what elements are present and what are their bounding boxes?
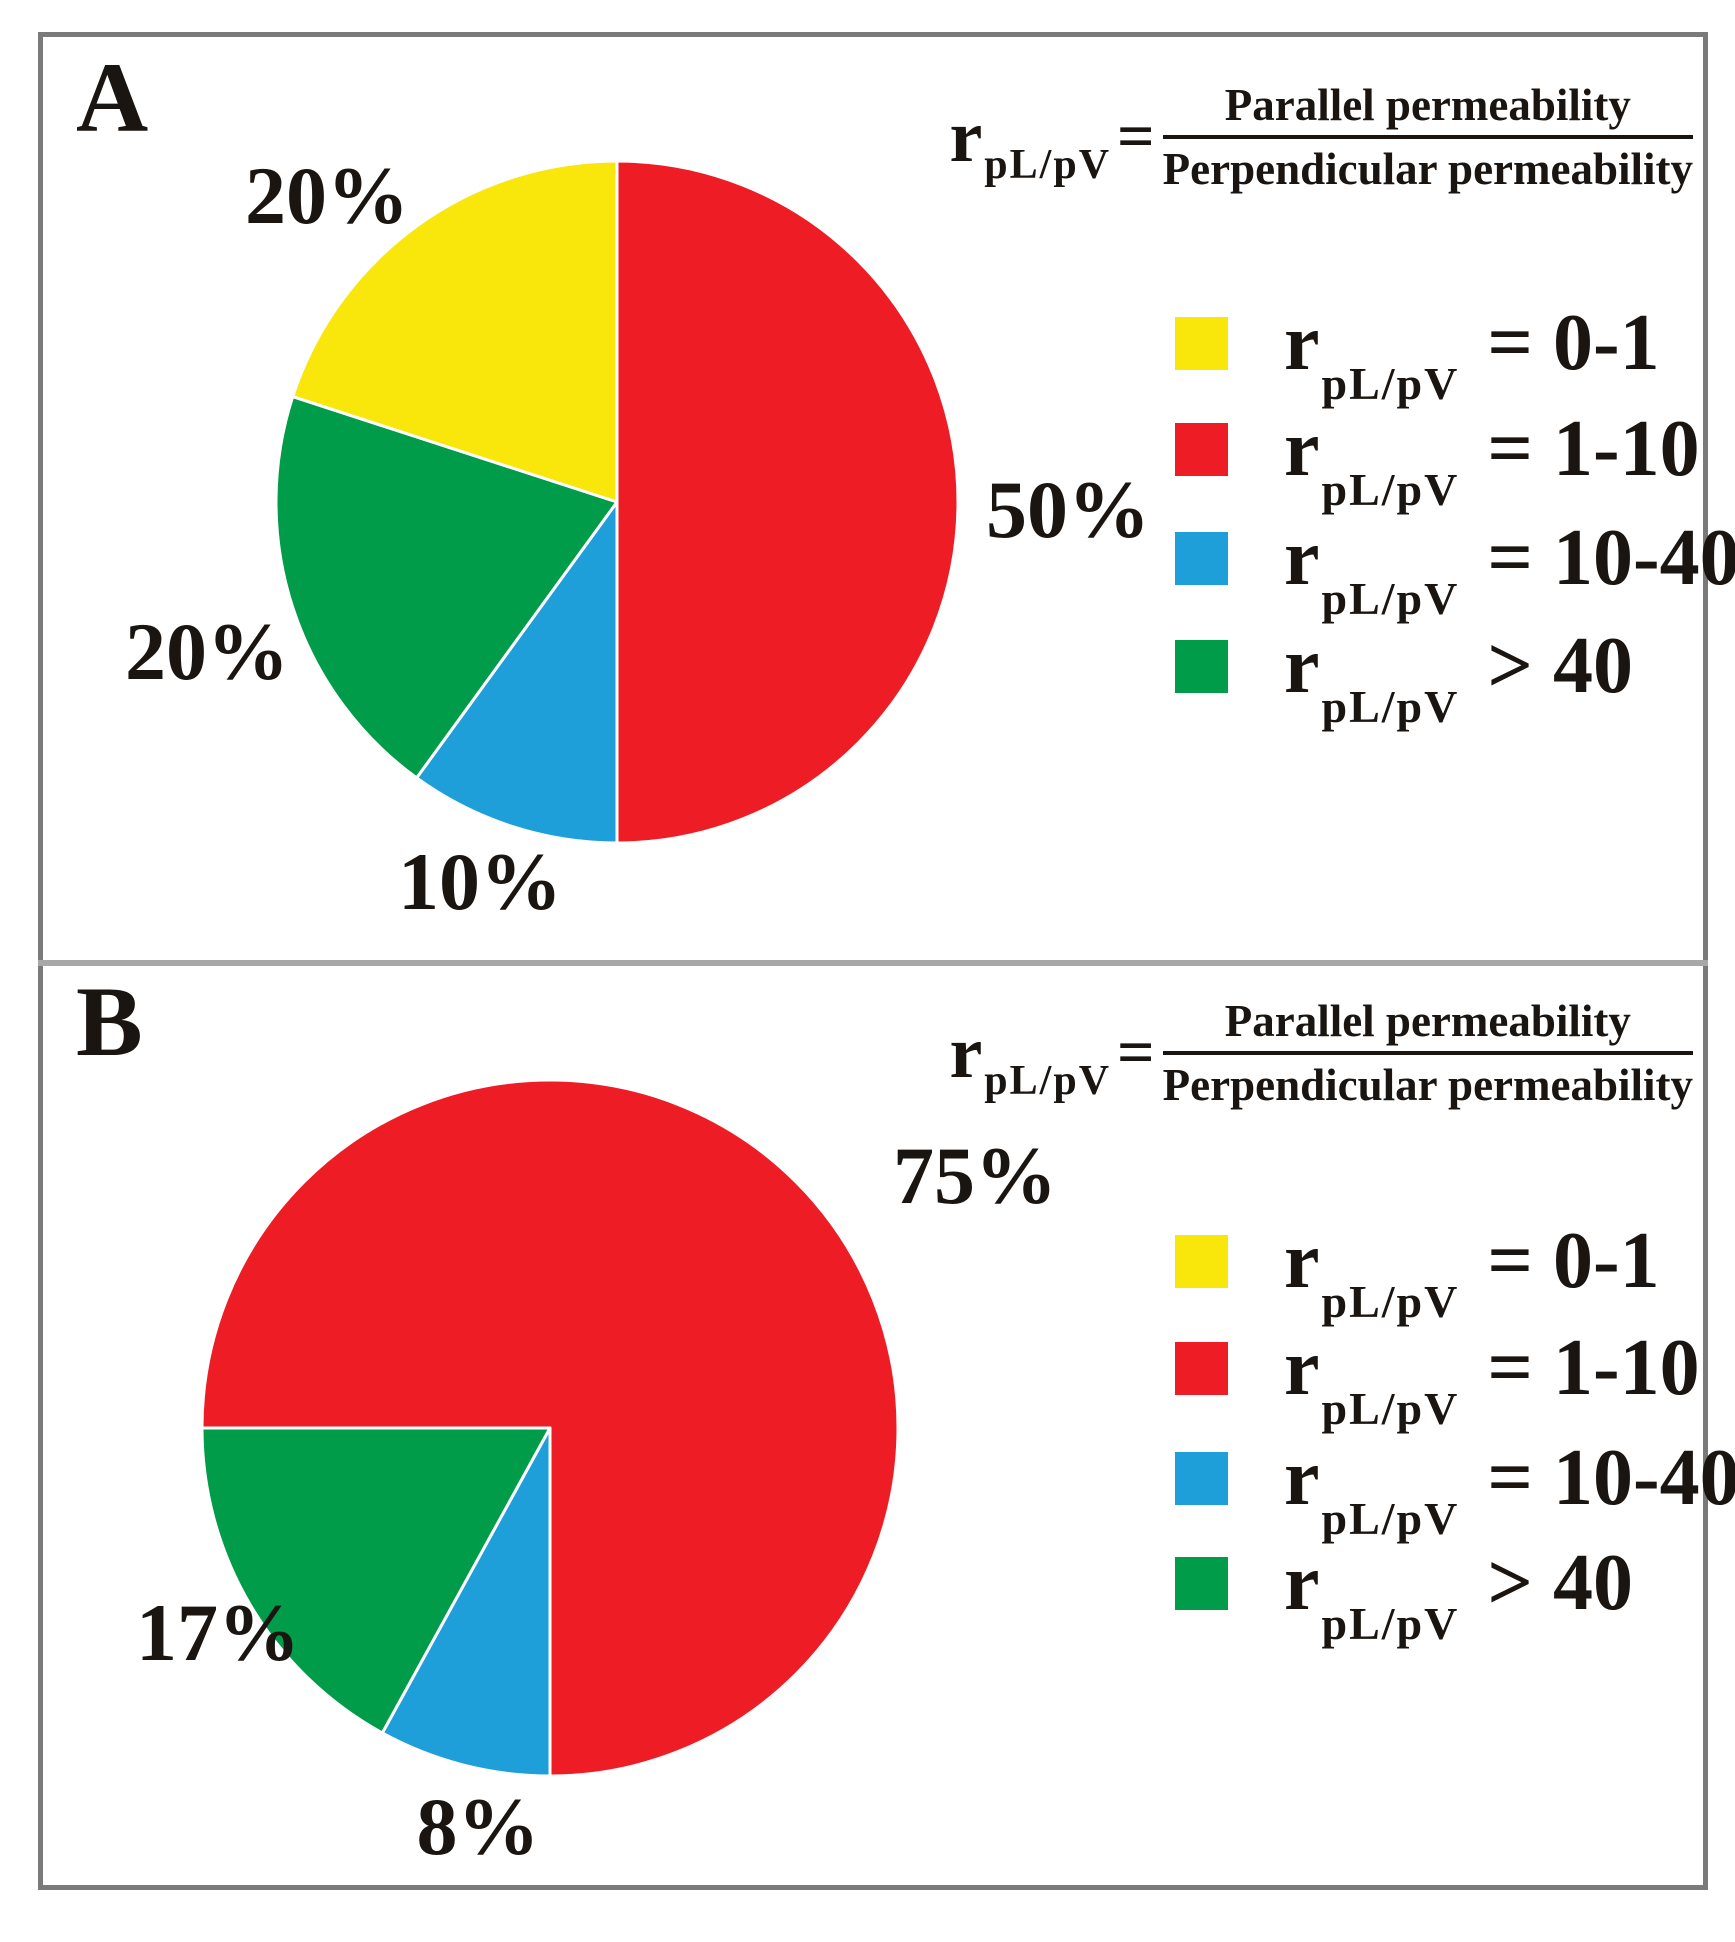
formula-fraction: Parallel permeability Perpendicular perm…	[1162, 80, 1693, 195]
percent-label-green-panel-b: 17%	[136, 1587, 300, 1678]
legend-symbol-subscript: pL/pV	[1321, 358, 1460, 409]
legend-label: rpL/pV = 0-1	[1284, 303, 1660, 409]
legend-symbol: r	[1284, 299, 1320, 387]
legend-swatch-blue	[1175, 532, 1228, 585]
legend-item-blue-panel-b: rpL/pV = 10-40	[1175, 1438, 1735, 1544]
legend-range: > 40	[1467, 1539, 1633, 1627]
pie-slice-green-panel-b	[200, 1426, 552, 1735]
legend-label: rpL/pV = 0-1	[1284, 1221, 1660, 1327]
legend-range: > 40	[1467, 622, 1633, 710]
ratio-formula-b: r pL/pV = Parallel permeability Perpendicu…	[949, 996, 1693, 1111]
legend-item-blue-panel-a: rpL/pV = 10-40	[1175, 518, 1735, 624]
legend-label: rpL/pV = 1-10	[1284, 409, 1700, 515]
pie-slice-yellow-panel-a	[291, 159, 619, 504]
legend-item-red-panel-a: rpL/pV = 1-10	[1175, 409, 1700, 515]
legend-swatch-green	[1175, 640, 1228, 693]
pie-slice-red-panel-b	[200, 1078, 900, 1778]
legend-symbol-subscript: pL/pV	[1321, 573, 1460, 624]
legend-item-green-panel-a: rpL/pV > 40	[1175, 626, 1633, 732]
legend-item-green-panel-b: rpL/pV > 40	[1175, 1543, 1633, 1649]
legend-label: rpL/pV = 10-40	[1284, 518, 1735, 624]
legend-symbol: r	[1284, 1539, 1320, 1627]
percent-label-red-panel-a: 50%	[986, 464, 1150, 555]
percent-label-blue-panel-b: 8%	[416, 1781, 540, 1872]
legend-item-yellow-panel-a: rpL/pV = 0-1	[1175, 303, 1660, 409]
legend-swatch-yellow	[1175, 1235, 1228, 1288]
legend-symbol-subscript: pL/pV	[1321, 1598, 1460, 1649]
formula-symbol: r	[949, 96, 983, 179]
formula-denominator: Perpendicular permeability	[1162, 1060, 1693, 1111]
panel-divider	[38, 960, 1708, 966]
legend-symbol: r	[1284, 622, 1320, 710]
legend-swatch-blue	[1175, 1452, 1228, 1505]
legend-range: = 10-40	[1467, 514, 1735, 602]
pie-slice-green-panel-a	[274, 395, 619, 780]
formula-subscript: pL/pV	[984, 1058, 1112, 1105]
legend-swatch-yellow	[1175, 317, 1228, 370]
pie-slice-blue-panel-b	[380, 1426, 552, 1778]
percent-label-green-panel-a: 20%	[125, 606, 289, 697]
legend-symbol-subscript: pL/pV	[1321, 1276, 1460, 1327]
legend-symbol-subscript: pL/pV	[1321, 681, 1460, 732]
legend-range: = 0-1	[1467, 1217, 1660, 1305]
pie-slice-red-panel-a	[615, 159, 960, 845]
panel-b-label: B	[76, 966, 143, 1077]
legend-swatch-green	[1175, 1557, 1228, 1610]
legend-swatch-red	[1175, 423, 1228, 476]
legend-symbol-subscript: pL/pV	[1321, 1383, 1460, 1434]
formula-numerator: Parallel permeability	[1162, 996, 1693, 1056]
ratio-formula-a: r pL/pV = Parallel permeability Perpendicu…	[949, 80, 1693, 195]
legend-symbol: r	[1284, 405, 1320, 493]
legend-range: = 1-10	[1467, 1324, 1700, 1412]
legend-symbol: r	[1284, 1217, 1320, 1305]
formula-fraction: Parallel permeability Perpendicular perm…	[1162, 996, 1693, 1111]
formula-equals: =	[1117, 100, 1155, 174]
legend-symbol: r	[1284, 1324, 1320, 1412]
legend-symbol: r	[1284, 1434, 1320, 1522]
legend-range: = 10-40	[1467, 1434, 1735, 1522]
legend-range: = 0-1	[1467, 299, 1660, 387]
percent-label-yellow-panel-a: 20%	[245, 150, 409, 241]
legend-symbol: r	[1284, 514, 1320, 602]
legend-label: rpL/pV > 40	[1284, 626, 1633, 732]
formula-symbol: r	[949, 1012, 983, 1095]
percent-label-red-panel-b: 75%	[893, 1130, 1057, 1221]
legend-label: rpL/pV = 1-10	[1284, 1328, 1700, 1434]
panel-a-label: A	[76, 42, 149, 153]
legend-swatch-red	[1175, 1342, 1228, 1395]
legend-range: = 1-10	[1467, 405, 1700, 493]
percent-label-blue-panel-a: 10%	[398, 836, 562, 927]
legend-item-yellow-panel-b: rpL/pV = 0-1	[1175, 1221, 1660, 1327]
formula-equals: =	[1117, 1016, 1155, 1090]
formula-numerator: Parallel permeability	[1162, 80, 1693, 140]
legend-item-red-panel-b: rpL/pV = 1-10	[1175, 1328, 1700, 1434]
legend-label: rpL/pV > 40	[1284, 1543, 1633, 1649]
formula-subscript: pL/pV	[984, 142, 1112, 189]
legend-symbol-subscript: pL/pV	[1321, 464, 1460, 515]
formula-denominator: Perpendicular permeability	[1162, 144, 1693, 195]
legend-label: rpL/pV = 10-40	[1284, 1438, 1735, 1544]
pie-slice-blue-panel-a	[415, 500, 619, 845]
legend-symbol-subscript: pL/pV	[1321, 1493, 1460, 1544]
